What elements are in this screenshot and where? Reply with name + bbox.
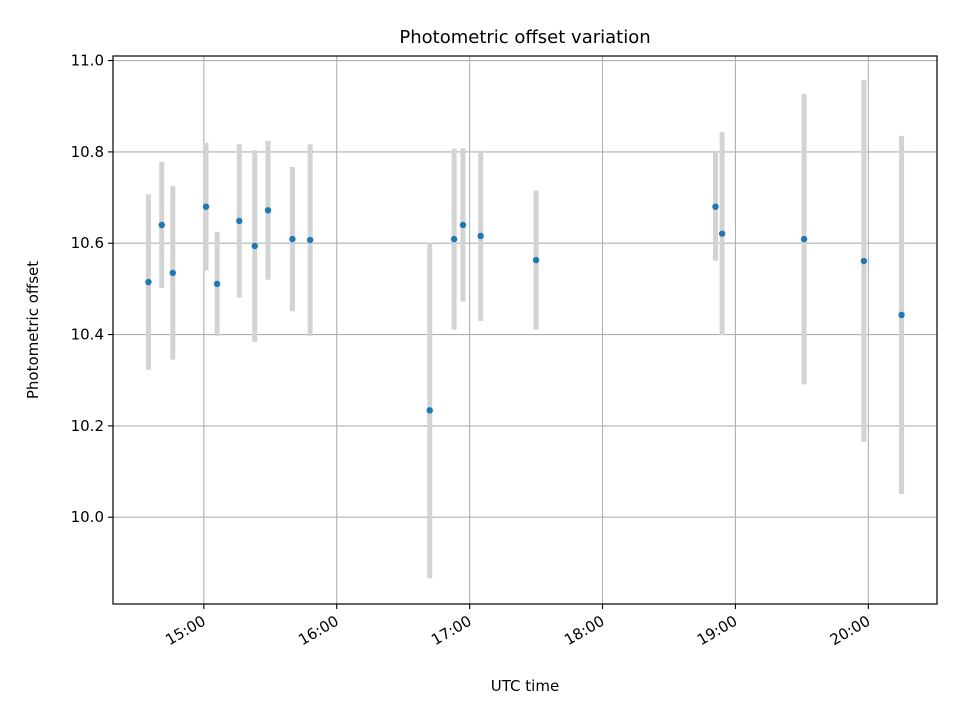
data-point xyxy=(800,235,808,243)
data-point xyxy=(169,269,177,277)
data-point xyxy=(477,232,484,240)
y-tick-label: 11.0 xyxy=(71,52,104,70)
grid-lines xyxy=(113,56,937,604)
data-point xyxy=(236,217,243,225)
data-point xyxy=(306,236,314,244)
x-axis-label: UTC time xyxy=(491,677,559,695)
y-axis-label: Photometric offset xyxy=(24,261,42,399)
data-point xyxy=(264,207,272,214)
y-tick-label: 10.8 xyxy=(71,143,104,161)
data-points xyxy=(145,203,905,414)
data-point xyxy=(213,280,221,288)
data-point xyxy=(860,257,868,265)
data-point xyxy=(898,311,905,319)
data-point xyxy=(426,407,433,414)
y-axis-ticks: 10.0 10.2 10.4 10.6 10.8 11.0 xyxy=(71,52,113,526)
data-point xyxy=(450,235,458,243)
chart-title: Photometric offset variation xyxy=(399,27,650,48)
y-tick-label: 10.0 xyxy=(71,508,104,526)
data-point xyxy=(202,203,210,210)
data-point xyxy=(459,221,467,229)
data-point xyxy=(532,256,540,264)
y-tick-label: 10.6 xyxy=(71,234,104,252)
data-point xyxy=(251,242,258,250)
data-point xyxy=(158,221,165,229)
data-point xyxy=(145,278,152,286)
data-point xyxy=(718,230,726,237)
data-point xyxy=(712,203,719,210)
data-point xyxy=(289,235,296,243)
y-tick-label: 10.4 xyxy=(71,326,104,344)
y-tick-label: 10.2 xyxy=(71,417,104,435)
plot-frame xyxy=(112,55,938,605)
